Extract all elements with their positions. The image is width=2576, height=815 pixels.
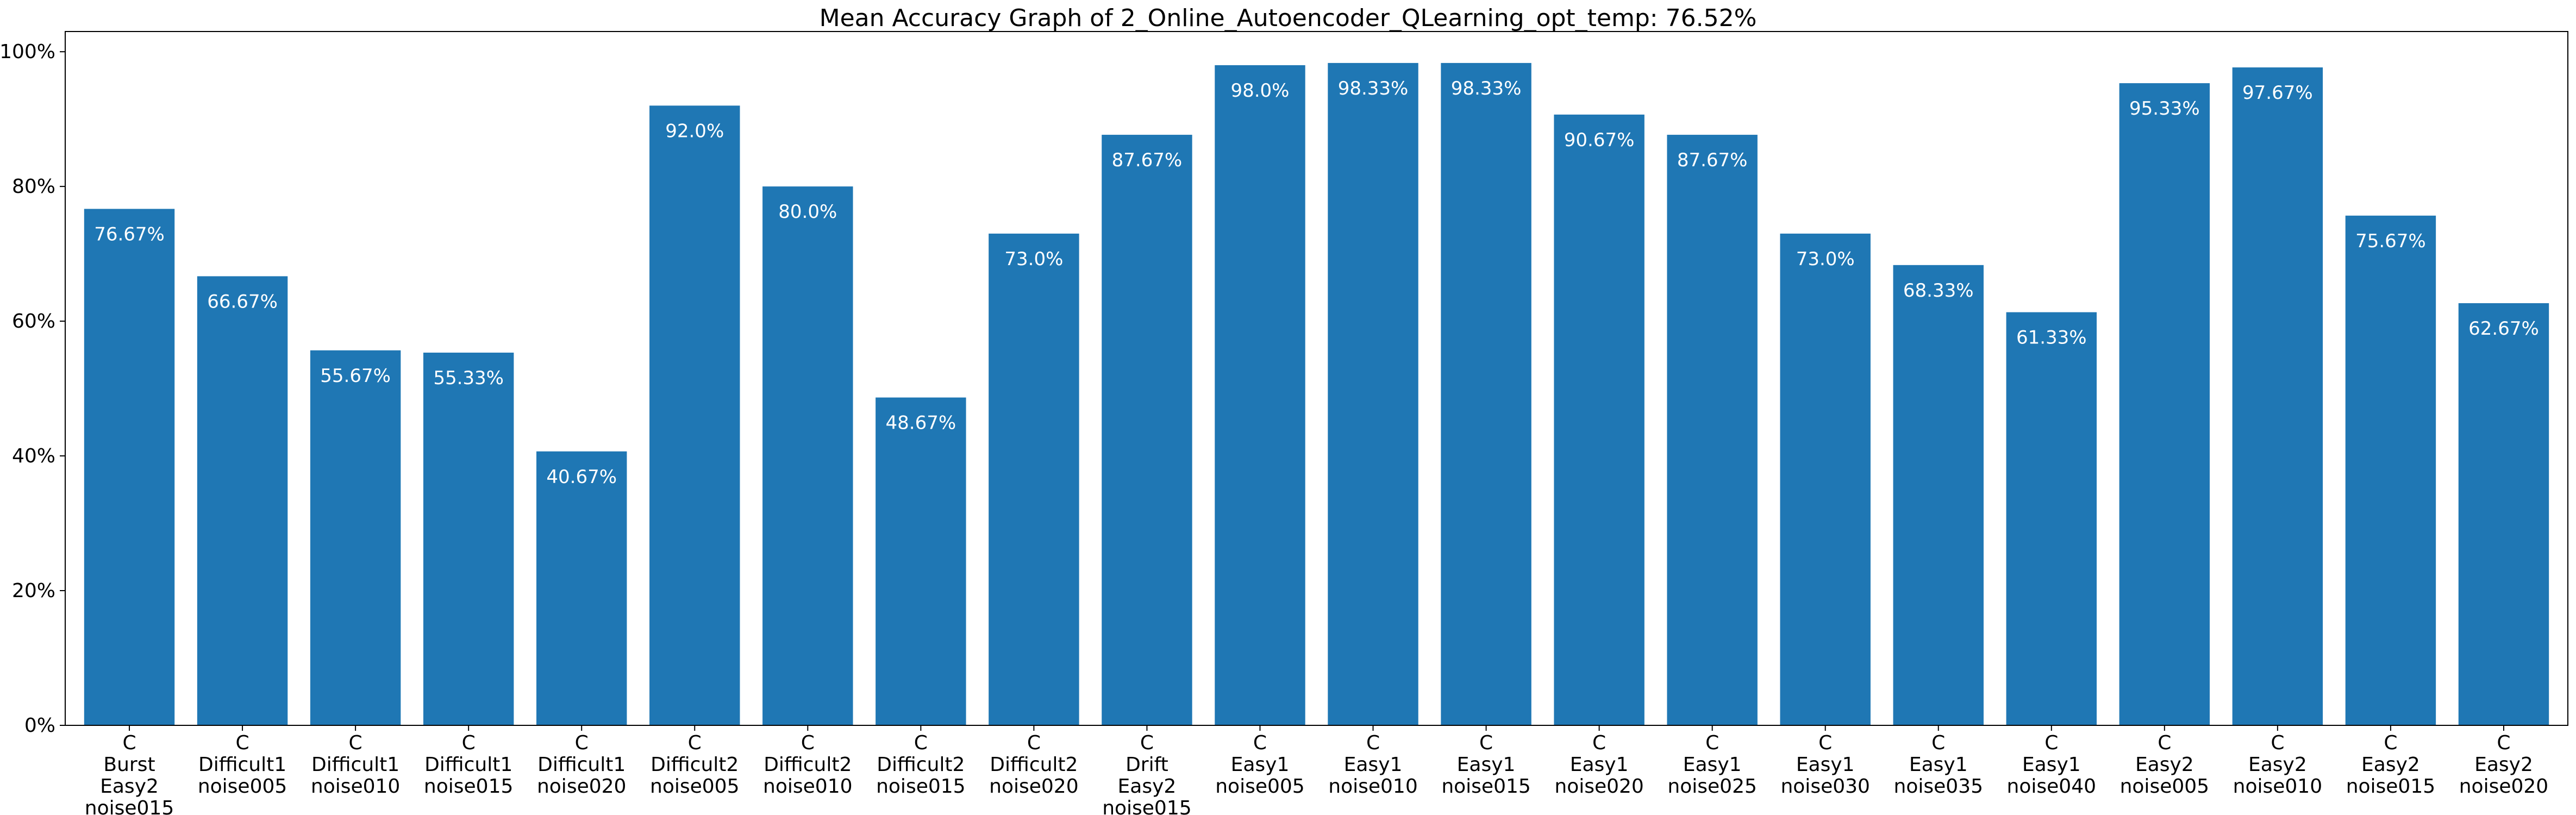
x-tick-label: C Easy2 noise015 [2346, 732, 2435, 798]
bar [762, 186, 853, 725]
x-tick-label: C Easy1 noise005 [1215, 732, 1304, 798]
bar [1441, 62, 1531, 726]
bar-value-label: 87.67% [1677, 149, 1748, 171]
bar-value-label: 92.0% [665, 120, 724, 142]
chart-title: Mean Accuracy Graph of 2_Online_Autoenco… [820, 4, 1757, 32]
bar [2119, 83, 2210, 725]
x-tick-label: C Burst Easy2 noise015 [85, 732, 174, 815]
x-axis: C Burst Easy2 noise015 C Difficult1 noise005 C D… [85, 725, 2548, 815]
x-tick-label: C Easy2 noise010 [2233, 732, 2322, 798]
y-tick-label: 40% [12, 445, 55, 467]
bar [2458, 303, 2549, 725]
bar-value-label: 98.0% [1230, 80, 1289, 102]
y-tick-label: 0% [24, 714, 55, 737]
x-tick-label: C Easy2 noise020 [2459, 732, 2548, 798]
bar [2345, 215, 2436, 725]
bar [1102, 135, 1192, 725]
bar [1328, 62, 1418, 726]
bar-value-label: 62.67% [2468, 318, 2539, 340]
bar [1780, 233, 1871, 725]
x-tick-label: C Easy1 noise010 [1328, 732, 1417, 798]
x-tick-label: C Difficult1 noise020 [537, 732, 626, 798]
x-tick-label: C Difficult2 noise020 [989, 732, 1078, 798]
x-tick-label: C Easy1 noise015 [1441, 732, 1530, 798]
bar [1667, 135, 1758, 725]
x-tick-label: C Difficult1 noise010 [311, 732, 400, 798]
x-tick-label: C Easy1 noise020 [1554, 732, 1643, 798]
bar-value-label: 48.67% [886, 412, 956, 434]
bar-value-label: 95.33% [2129, 98, 2200, 120]
bar-value-label: 98.33% [1451, 78, 1522, 99]
plot-area-frame [65, 31, 2568, 726]
bar [1215, 65, 1305, 726]
bar-value-label: 90.67% [1564, 129, 1635, 151]
bar [1893, 265, 1984, 725]
x-tick-label: C Easy2 noise005 [2120, 732, 2209, 798]
bar-value-label: 66.67% [207, 291, 278, 312]
bar [2232, 67, 2323, 725]
x-tick-label: C Easy1 noise035 [1894, 732, 1983, 798]
bars-layer [84, 62, 2549, 726]
x-tick-label: C Difficult2 noise010 [763, 732, 852, 798]
x-tick-label: C Difficult2 noise005 [650, 732, 739, 798]
x-tick-label: C Easy1 noise030 [1780, 732, 1870, 798]
bar [536, 451, 627, 725]
bar [84, 209, 175, 725]
bar-value-label: 40.67% [546, 466, 617, 488]
y-tick-label: 20% [12, 580, 55, 602]
bar [2006, 312, 2097, 725]
bar-value-label: 98.33% [1338, 78, 1409, 99]
bar-value-label: 87.67% [1112, 149, 1183, 171]
bar [649, 105, 740, 725]
y-tick-label: 100% [0, 41, 55, 63]
x-tick-label: C Easy1 noise040 [2007, 732, 2096, 798]
bar-value-label: 55.33% [433, 367, 504, 389]
x-tick-label: C Difficult1 noise015 [424, 732, 513, 798]
x-tick-label: C Difficult2 noise015 [876, 732, 965, 798]
bar-value-label: 80.0% [778, 201, 837, 223]
bar-value-label: 73.0% [1796, 248, 1855, 270]
bar [1554, 114, 1645, 726]
bar [989, 233, 1079, 725]
bar-value-label: 73.0% [1004, 248, 1063, 270]
bar-value-label: 61.33% [2016, 327, 2087, 349]
bar-value-label: 68.33% [1903, 280, 1974, 302]
bar-value-label: 76.67% [94, 223, 165, 245]
bar [876, 397, 966, 725]
x-tick-label: C Drift Easy2 noise015 [1102, 732, 1191, 815]
bar-value-labels: 76.67% 66.67% 55.67% 55.33% 40.67% 92.0% 80.0%… [94, 78, 2539, 488]
x-tick-label: C Easy1 noise025 [1667, 732, 1756, 798]
bar [423, 353, 514, 725]
y-tick-label: 60% [12, 310, 55, 333]
y-axis: 0% 20% 40% 60% 80% 100% [0, 41, 65, 737]
x-tick-label: C Difficult1 noise005 [198, 732, 287, 798]
bar [310, 350, 401, 725]
bar-value-label: 55.67% [320, 365, 391, 387]
bar-value-label: 97.67% [2242, 82, 2313, 104]
y-tick-label: 80% [12, 175, 55, 198]
bar [197, 276, 288, 725]
bar-value-label: 75.67% [2355, 230, 2426, 252]
